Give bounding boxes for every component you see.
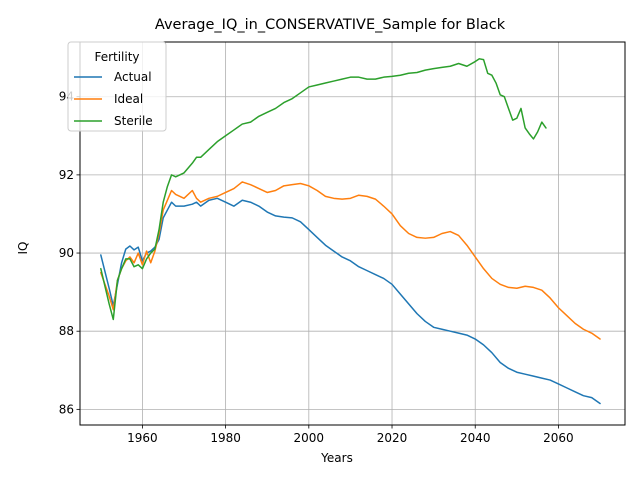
y-tick-label: 90 [59, 246, 74, 260]
x-tick-label: 1980 [210, 431, 241, 445]
y-tick-label: 88 [59, 324, 74, 338]
series-lines [100, 58, 601, 405]
plot-area [80, 42, 625, 425]
legend-box [67, 41, 167, 132]
y-axis-label: IQ [16, 242, 30, 255]
y-tick-label: 86 [59, 402, 74, 416]
legend: Fertility Actual Ideal Sterile [67, 41, 167, 132]
grid [80, 42, 625, 425]
legend-label-sterile: Sterile [114, 114, 153, 128]
series-line-sterile [100, 58, 547, 321]
x-tick-label: 2040 [460, 431, 491, 445]
legend-label-ideal: Ideal [114, 92, 143, 106]
x-tick-label: 2000 [294, 431, 325, 445]
chart-title: Average_IQ_in_CONSERVATIVE_Sample for Bl… [155, 17, 506, 33]
series-line-ideal [100, 181, 601, 340]
x-axis-label: Years [320, 451, 353, 465]
x-tick-label: 1960 [127, 431, 158, 445]
plot-frame [79, 41, 626, 426]
x-tick-label: 2020 [377, 431, 408, 445]
x-axis: 1960 1980 2000 2020 2040 2060 [127, 425, 574, 445]
x-tick-label: 2060 [543, 431, 574, 445]
y-tick-label: 92 [59, 168, 74, 182]
legend-title: Fertility [94, 50, 139, 64]
legend-label-actual: Actual [114, 70, 152, 84]
series-line-actual [100, 197, 601, 405]
